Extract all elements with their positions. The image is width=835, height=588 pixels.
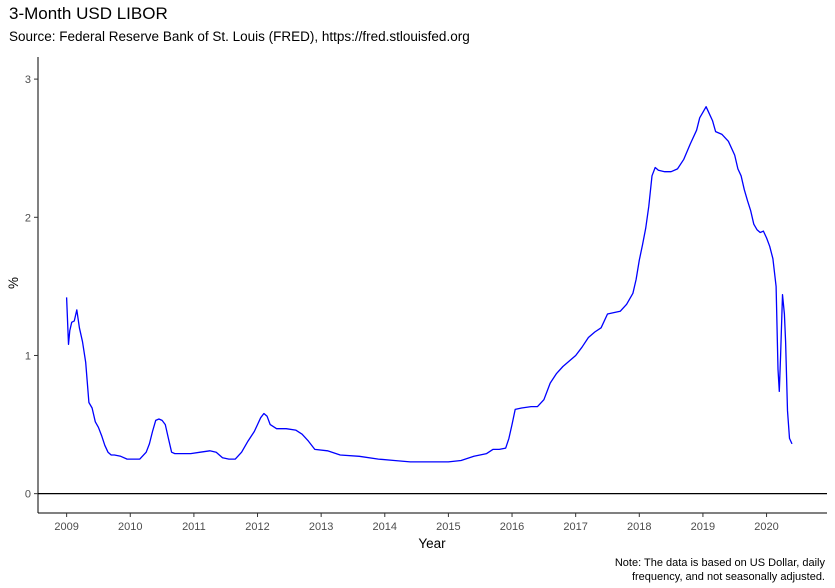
chart-title: 3-Month USD LIBOR	[9, 4, 168, 23]
y-tick-label: 2	[25, 212, 31, 224]
x-tick-label: 2013	[309, 521, 333, 533]
chart-caption: Note: The data is based on US Dollar, da…	[614, 557, 825, 583]
x-tick-label: 2009	[54, 521, 78, 533]
x-tick-label: 2018	[627, 521, 651, 533]
y-tick-label: 0	[25, 489, 31, 501]
series-line-0	[65, 106, 793, 463]
x-tick-label: 2014	[373, 521, 397, 533]
x-axis-title: Year	[418, 536, 446, 551]
y-tick-label: 3	[25, 74, 31, 86]
x-tick-label: 2016	[500, 521, 524, 533]
x-tick-label: 2017	[563, 521, 587, 533]
x-tick-label: 2011	[182, 521, 206, 533]
x-tick-label: 2010	[118, 521, 142, 533]
x-tick-label: 2019	[691, 521, 715, 533]
y-axis-title: %	[6, 277, 21, 289]
y-tick-label: 1	[25, 350, 31, 362]
x-tick-label: 2020	[754, 521, 778, 533]
x-tick-label: 2012	[245, 521, 269, 533]
x-tick-label: 2015	[436, 521, 460, 533]
chart-subtitle: Source: Federal Reserve Bank of St. Loui…	[9, 29, 470, 44]
